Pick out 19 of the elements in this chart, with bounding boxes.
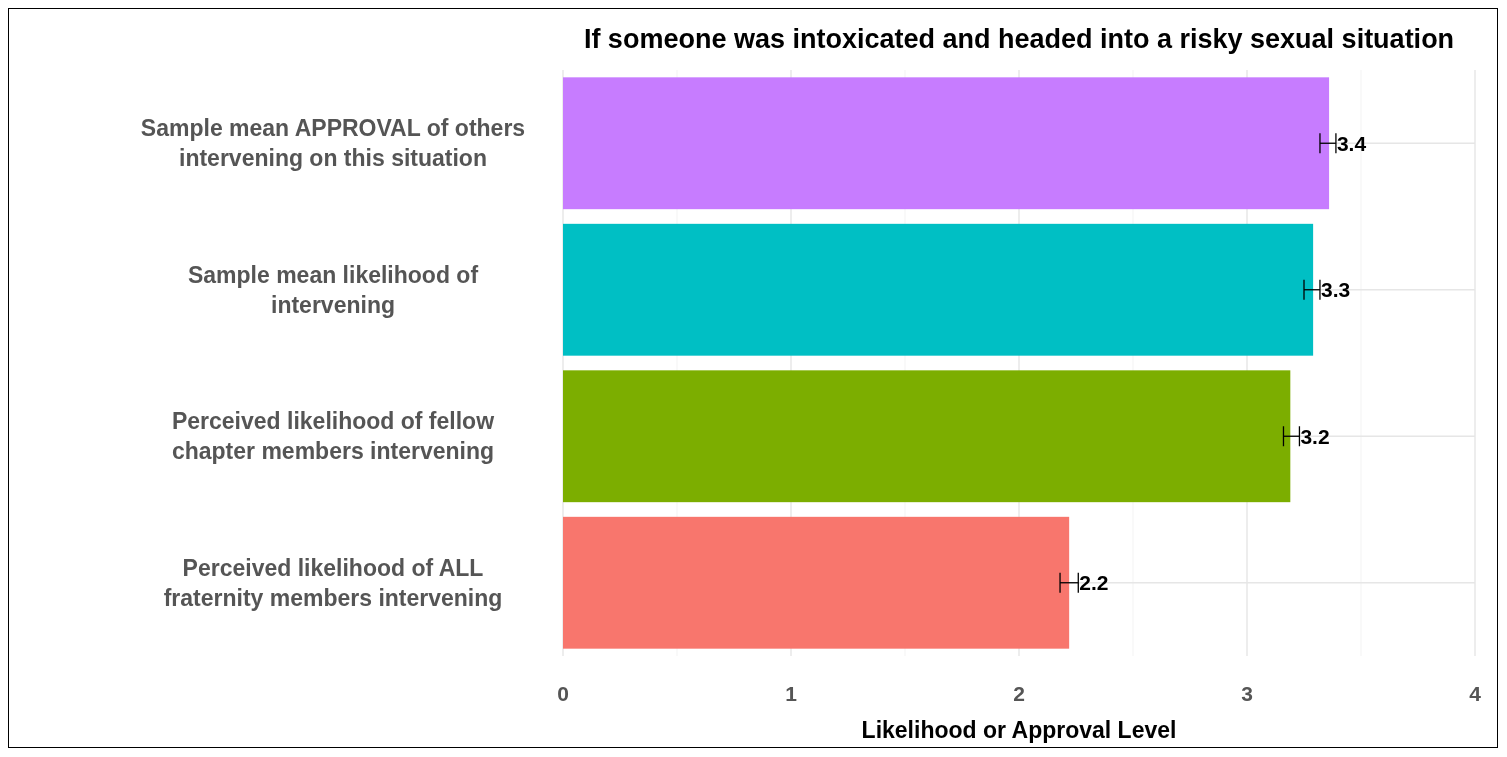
- bar: [563, 370, 1291, 503]
- x-tick-label: 1: [785, 682, 798, 705]
- x-tick-label: 4: [1469, 682, 1482, 705]
- data-label: 3.2: [1300, 424, 1330, 448]
- x-tick-label: 0: [557, 682, 569, 705]
- x-tick-label: 3: [1241, 682, 1253, 705]
- y-tick-label: Sample mean APPROVAL of others intervening on this situation: [140, 115, 526, 172]
- bar: [563, 77, 1330, 210]
- x-tick-label: 2: [1013, 682, 1025, 705]
- chart-title: If someone was intoxicated and headed into a risky sexual situation: [583, 24, 1455, 54]
- y-tick-label: Sample mean likelihood of intervening: [187, 261, 479, 318]
- x-axis-title: Likelihood or Approval Level: [861, 717, 1177, 743]
- bar: [563, 223, 1314, 356]
- data-label: 3.3: [1320, 278, 1351, 302]
- data-label: 2.2: [1079, 571, 1109, 595]
- data-label: 3.4: [1336, 131, 1367, 155]
- y-tick-label: Perceived likelihood of fellow chapter members intervening: [171, 408, 495, 465]
- bar: [563, 516, 1070, 649]
- y-tick-label: Perceived likelihood of ALL fraternity members intervening: [163, 554, 503, 611]
